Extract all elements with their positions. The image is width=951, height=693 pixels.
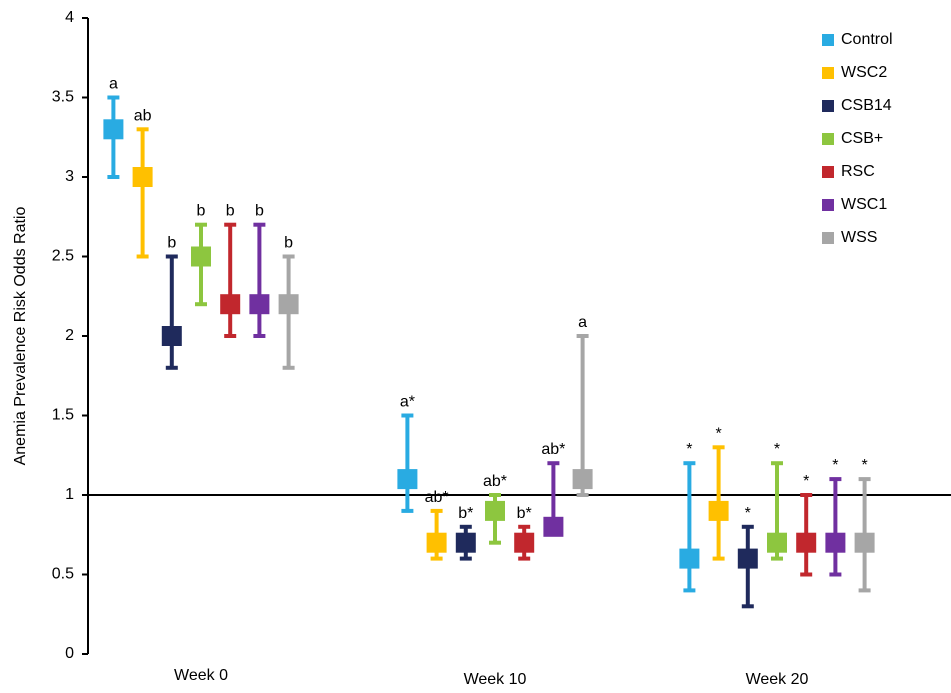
legend-swatch [822,133,834,145]
significance-label: b* [517,505,532,522]
x-category-label: Week 20 [746,671,809,688]
legend-item: RSC [822,163,875,180]
legend-label: CSB+ [841,130,883,147]
data-point [161,326,182,346]
legend-item: CSB14 [822,97,892,114]
significance-label: a [109,76,118,93]
y-tick-label: 0 [65,645,74,662]
significance-label: ab [134,107,152,124]
significance-label: b [197,203,206,220]
legend-label: WSC1 [841,196,887,213]
legend-item: CSB+ [822,130,883,147]
legend-item: Control [822,31,893,48]
significance-label: ab* [541,441,565,458]
data-point [514,532,535,553]
significance-label: b [284,235,293,252]
y-tick-label: 2.5 [52,248,74,265]
data-point [767,532,787,553]
y-tick-label: 3.5 [52,89,74,106]
data-point [796,532,817,553]
legend-label: WSC2 [841,64,887,81]
x-category-label: Week 10 [464,671,527,688]
data-point [132,167,153,187]
x-category-label: Week 0 [174,667,228,684]
data-point [191,246,211,267]
data-point [278,294,299,315]
data-point [825,532,846,553]
significance-label: * [774,441,780,458]
series-csb14: bb* * [161,235,758,609]
data-point [572,469,593,490]
legend-label: WSS [841,229,877,246]
significance-label: b [167,235,176,252]
legend-item: WSS [822,229,877,246]
legend-swatch [822,199,834,211]
legend: Control WSC2 CSB14 CSB+ RSC WSC1 WSS [822,31,893,246]
legend-label: CSB14 [841,97,892,114]
axes: 0 0.5 1 1.5 2 2.5 3 3.5 4 Anemia Prevalence Risk … [12,9,809,688]
legend-swatch [822,100,834,112]
significance-label: * [686,441,692,458]
y-axis-title: Anemia Prevalence Risk Odds Ratio [12,207,29,466]
legend-item: WSC2 [822,64,887,81]
data-point [485,500,505,521]
legend-swatch [822,166,834,178]
data-point [426,532,447,553]
legend-label: RSC [841,163,875,180]
data-point [103,119,124,140]
y-tick-label: 3 [65,168,74,185]
significance-label: * [745,505,751,522]
data-point [737,548,758,569]
significance-label: * [861,457,867,474]
data-point [397,469,418,490]
legend-label: Control [841,31,893,48]
y-tick-label: 4 [65,9,74,26]
legend-swatch [822,34,834,46]
significance-label: b [255,203,264,220]
legend-swatch [822,67,834,79]
significance-label: a [578,314,587,331]
data-point [220,294,241,315]
data-point [679,548,700,569]
data-point [854,532,875,553]
series-wsc1: bab** [249,203,846,577]
significance-label: b [226,203,235,220]
significance-label: ab* [425,489,449,506]
data-point [708,500,729,521]
data-point [249,294,270,315]
series-csb-: bab** [191,203,787,561]
series-control: a a* * [103,76,700,593]
significance-label: * [803,473,809,490]
data-point [543,516,564,537]
y-tick-label: 1 [65,486,74,503]
significance-label: * [715,425,721,442]
legend-item: WSC1 [822,196,887,213]
y-tick-label: 0.5 [52,566,74,583]
series-wss: ba* [278,235,875,593]
significance-label: a* [400,394,415,411]
data-point [455,532,476,553]
significance-label: b* [458,505,473,522]
legend-swatch [822,232,834,244]
significance-label: ab* [483,473,507,490]
series-rsc: bb** [220,203,817,577]
y-tick-label: 2 [65,327,74,344]
y-tick-label: 1.5 [52,407,74,424]
significance-label: * [832,457,838,474]
